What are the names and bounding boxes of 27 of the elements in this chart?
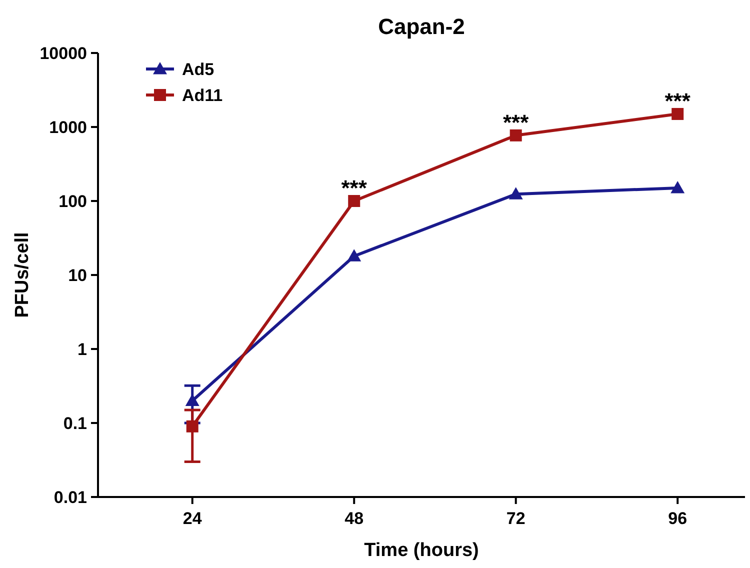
y-tick-label: 10: [68, 266, 87, 285]
annotation: ***: [341, 176, 368, 200]
y-tick-label: 10000: [40, 44, 87, 63]
legend-label: Ad11: [182, 86, 223, 105]
y-tick-label: 0.01: [54, 488, 87, 507]
y-tick-label: 100: [58, 192, 87, 211]
y-axis-title: PFUs/cell: [12, 232, 33, 318]
y-tick-label: 1000: [49, 118, 87, 137]
y-tick-label: 1: [78, 340, 87, 359]
point: [185, 394, 200, 406]
point: [347, 249, 362, 262]
point: [186, 420, 198, 432]
chart-title: Capan-2: [378, 14, 465, 39]
point: [670, 180, 685, 194]
annotation: ***: [503, 110, 530, 135]
y-tick-label: 0.1: [63, 414, 87, 433]
x-tick-label: 96: [668, 509, 688, 528]
x-tick-label: 24: [182, 509, 202, 528]
point: [508, 187, 523, 200]
point: [510, 129, 522, 142]
x-tick-label: 48: [344, 509, 364, 528]
annotation: ***: [664, 88, 691, 114]
x-axis-title: Time (hours): [364, 540, 479, 561]
x-tick-label: 72: [506, 509, 526, 528]
legend-label: Ad5: [182, 60, 214, 79]
point: [348, 195, 360, 207]
point: [672, 108, 684, 120]
